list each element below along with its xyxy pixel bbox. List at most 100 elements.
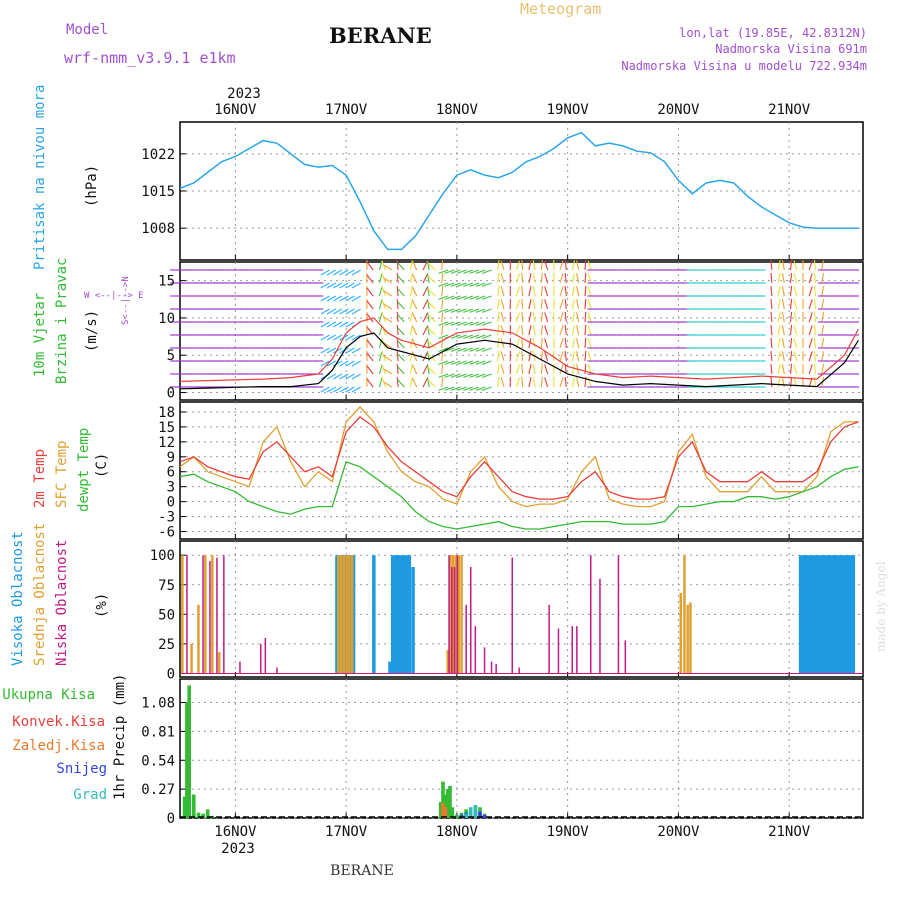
wind-barb — [770, 311, 773, 323]
wind-barb — [770, 272, 773, 284]
wind-barb — [450, 295, 461, 300]
wind-barb — [777, 364, 781, 375]
cloud-mid-bar — [190, 643, 193, 674]
wind-barb — [396, 272, 399, 284]
wind-barb — [457, 269, 467, 274]
wind-barb — [396, 350, 399, 362]
wind-barb — [808, 364, 813, 375]
wind-barb — [821, 338, 825, 349]
wind-barb — [770, 298, 773, 310]
wind-barb — [351, 308, 361, 315]
cloud-low-bar — [186, 555, 188, 674]
wind-barb — [777, 377, 781, 388]
wind-barb — [564, 273, 567, 284]
cloud-high-bar — [804, 555, 808, 674]
wind-barb — [438, 295, 449, 300]
cloud-low-bar — [264, 638, 267, 674]
cloud-low-bar — [448, 555, 450, 674]
cloud-low-bar — [557, 628, 560, 674]
precip-total-bar — [192, 794, 196, 818]
wind-barb — [481, 308, 492, 313]
wind-barb — [481, 360, 492, 365]
wind-barb — [326, 373, 337, 380]
wind-barb — [422, 286, 428, 297]
wind-barb — [438, 386, 449, 391]
wind-barb — [500, 260, 505, 271]
y-tick-label: 0.81 — [141, 724, 175, 740]
model-elevation-text: Nadmorska Visina u modelu 722.934m — [621, 59, 867, 73]
model-label: Model — [66, 22, 108, 38]
cloud-low-bar — [490, 661, 493, 674]
wind-barb — [351, 373, 361, 380]
wind-barb — [540, 260, 543, 271]
wind-barb — [345, 386, 355, 393]
wind-barb — [441, 364, 444, 375]
wind-barb — [587, 312, 592, 323]
cloud-low-bar — [590, 555, 592, 674]
wind-barb — [789, 351, 793, 362]
pressure-title: Pritisak na nivou mora — [32, 85, 48, 270]
cloud-low-bar — [209, 561, 211, 674]
wind-barb — [515, 299, 521, 310]
temp-sfc-label: SFC Temp — [54, 441, 70, 508]
wind-barb — [409, 299, 413, 310]
y-tick-label: 1.08 — [141, 696, 175, 712]
wind-barb — [521, 259, 524, 271]
wind-barb — [777, 351, 781, 362]
cloud-mid-bar — [446, 649, 449, 674]
wind-barb — [528, 273, 532, 284]
wind-barb — [345, 282, 355, 289]
cloud-high-bar — [810, 555, 814, 674]
wind-barb — [438, 321, 449, 326]
wind-barb — [378, 377, 383, 388]
wind-barb — [396, 337, 399, 349]
wind-barb — [777, 273, 781, 284]
wind-barb — [576, 260, 580, 271]
wind-barb — [576, 325, 580, 336]
cloud-mid-bar — [689, 602, 692, 674]
wind-barb — [438, 373, 449, 378]
wind-barb — [333, 386, 343, 393]
cloud-high-bar — [840, 555, 844, 674]
wind-barb — [813, 312, 817, 323]
date-tick-bottom: 17NOV — [325, 824, 368, 840]
wind-barb — [481, 295, 492, 300]
cloud-mid-bar — [449, 555, 452, 674]
y-tick-label: 5 — [167, 348, 175, 364]
wind-barb — [444, 360, 455, 365]
cloud-high-bar — [798, 555, 803, 674]
wind-barb — [808, 312, 813, 323]
wind-barb — [571, 377, 575, 388]
wind-barb — [345, 295, 355, 302]
wind-barb — [444, 269, 455, 274]
wind-barb — [559, 299, 564, 310]
wind-barb — [808, 286, 813, 297]
wind-barb — [422, 364, 428, 375]
wind-barb — [463, 269, 473, 274]
wind-barb — [584, 285, 587, 297]
wind-barb — [463, 373, 473, 378]
wind-barb — [821, 260, 825, 271]
temp-dewpt-line — [179, 460, 859, 530]
wind-barb — [808, 325, 813, 336]
cloud-high-bar — [815, 555, 820, 674]
wind-barb — [427, 262, 436, 271]
cloud-mid-label: Srednja Oblacnost — [32, 523, 48, 666]
wind-barb — [521, 363, 524, 375]
wind-barb — [409, 312, 413, 323]
precip-total-bar — [196, 812, 201, 818]
wind-barb — [320, 386, 330, 393]
wind-barb — [544, 273, 549, 284]
wind-barb — [808, 299, 813, 310]
wind-barb — [813, 273, 817, 284]
wind-barb — [777, 338, 781, 349]
wind-barb — [463, 386, 473, 391]
wind-barb — [366, 365, 374, 375]
wind-barb — [320, 308, 330, 315]
cloud-low-bar — [260, 643, 262, 674]
cloud-high-bar — [346, 555, 350, 674]
wind-barb — [339, 321, 349, 328]
y-tick-label: 15 — [158, 420, 175, 436]
wind-barb — [781, 351, 785, 362]
wind-barb — [326, 360, 337, 367]
